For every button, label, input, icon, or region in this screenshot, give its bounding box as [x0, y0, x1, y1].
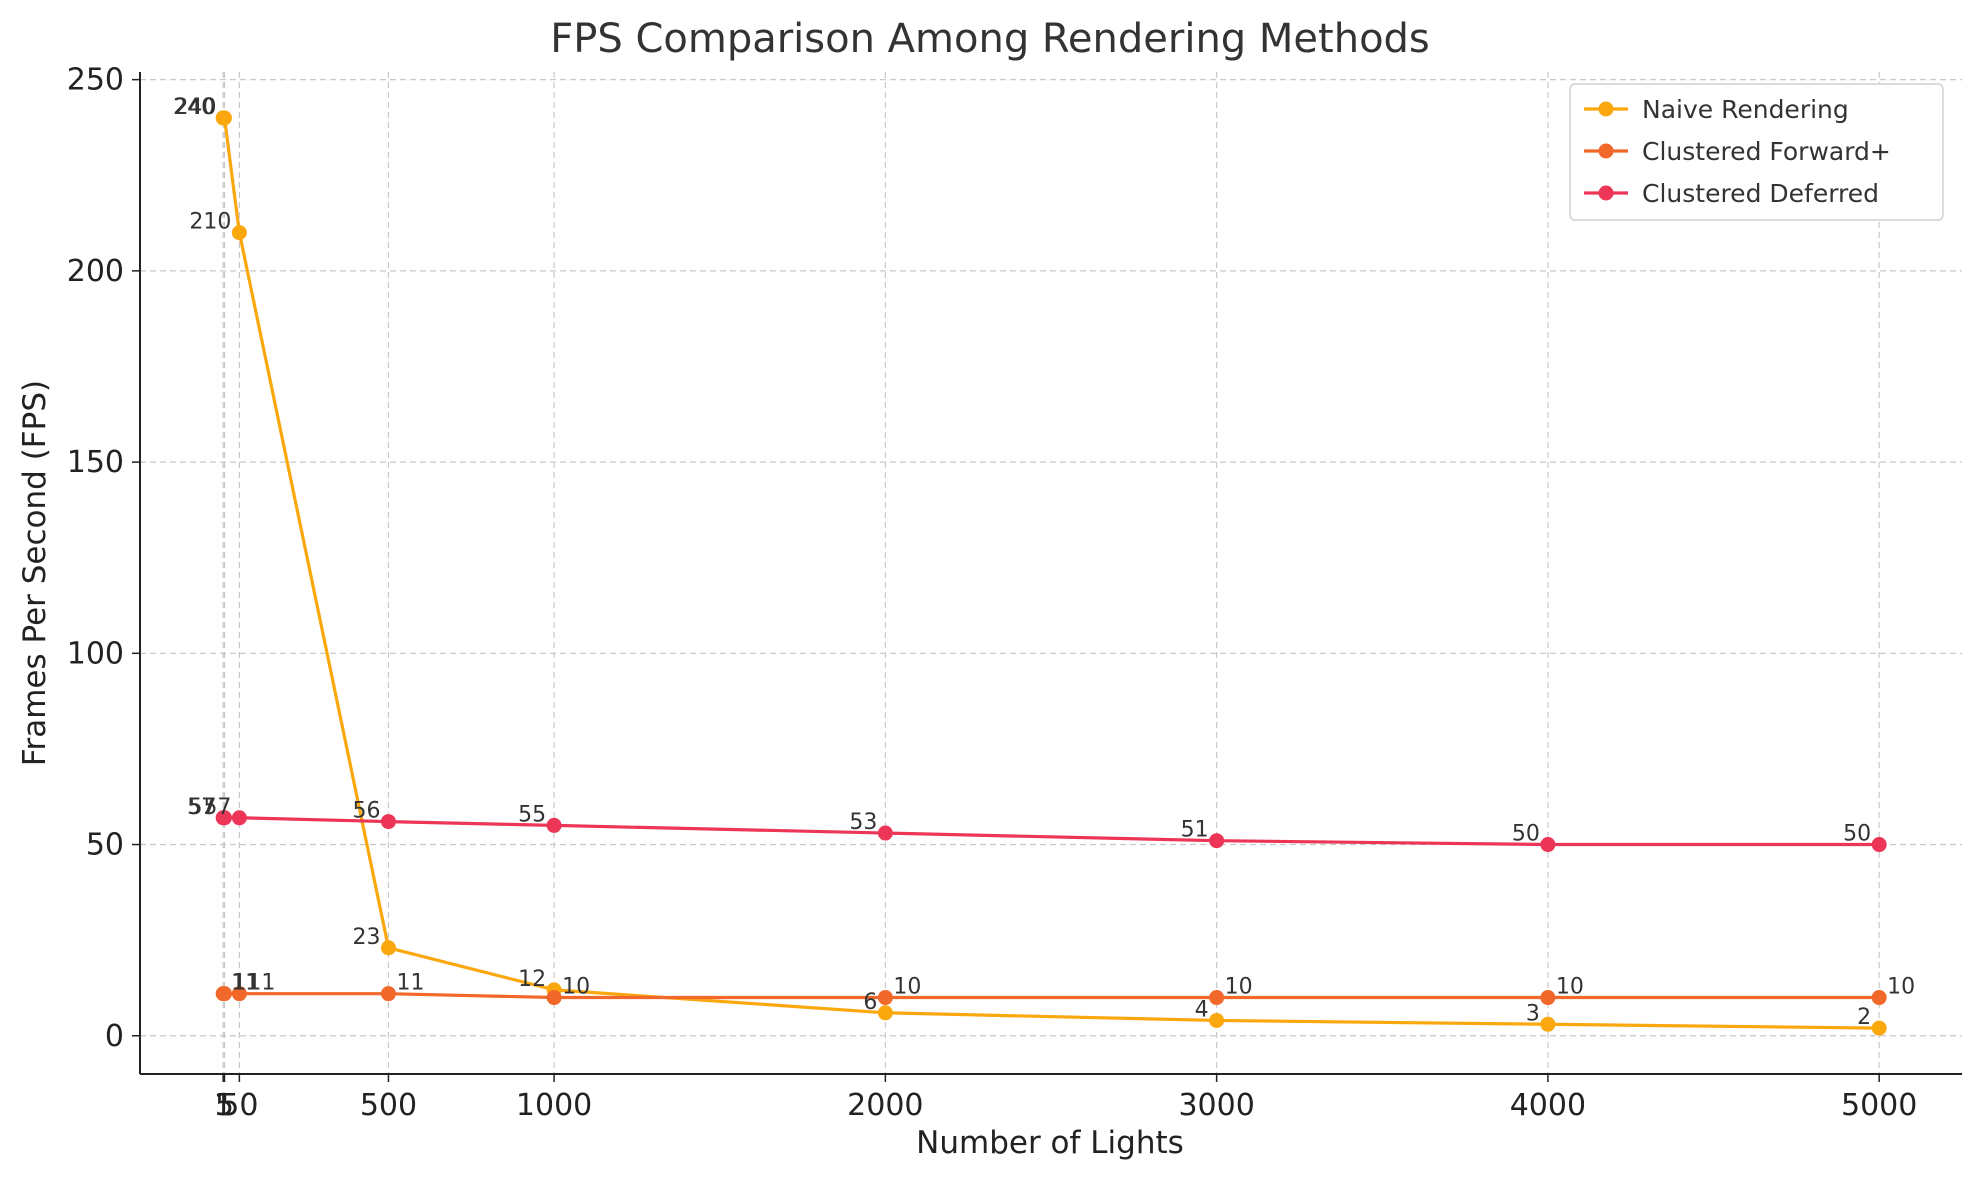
- data-point: [216, 986, 232, 1002]
- data-label: 57: [203, 795, 231, 820]
- data-label: 2: [1857, 1005, 1871, 1030]
- data-label: 53: [849, 810, 877, 835]
- data-label: 12: [518, 967, 546, 992]
- data-label: 240: [174, 95, 216, 120]
- data-label: 10: [562, 975, 590, 1000]
- data-label: 4: [1195, 997, 1209, 1022]
- x-tick-label: 4000: [1510, 1088, 1586, 1123]
- series-line-2: [222, 816, 1880, 847]
- data-label: 11: [231, 971, 259, 996]
- x-tick-label: 50: [220, 1088, 258, 1123]
- data-point: [1209, 990, 1225, 1006]
- chart-title: FPS Comparison Among Rendering Methods: [550, 16, 1430, 62]
- y-tick-label: 50: [86, 828, 124, 863]
- y-axis-label: Frames Per Second (FPS): [17, 380, 53, 766]
- legend-entry: Naive Rendering: [1642, 95, 1849, 124]
- data-label: 55: [518, 802, 546, 827]
- y-tick-label: 250: [67, 63, 124, 98]
- data-label: 240: [173, 95, 215, 120]
- y-tick-label: 200: [67, 254, 124, 289]
- data-point: [877, 1005, 893, 1021]
- data-label: 57: [187, 795, 215, 820]
- legend-entry: Clustered Forward+: [1642, 137, 1891, 166]
- data-label: 6: [863, 990, 877, 1015]
- x-tick-label: 5000: [1841, 1088, 1917, 1123]
- data-label: 51: [1181, 818, 1209, 843]
- data-point: [1209, 833, 1225, 849]
- data-label: 10: [1887, 975, 1915, 1000]
- data-label: 3: [1526, 1001, 1540, 1026]
- data-point: [1871, 837, 1887, 853]
- y-tick-label: 0: [105, 1019, 124, 1054]
- y-tick-label: 150: [67, 445, 124, 480]
- data-point: [1871, 990, 1887, 1006]
- data-label: 210: [189, 210, 231, 235]
- data-point: [877, 990, 893, 1006]
- data-label: 50: [1512, 822, 1540, 847]
- x-tick-label: 2000: [847, 1088, 923, 1123]
- data-label: 23: [352, 925, 380, 950]
- data-point: [877, 825, 893, 841]
- series-line-1: [222, 992, 1880, 1000]
- x-axis-label: Number of Lights: [916, 1125, 1184, 1161]
- data-label: 10: [1225, 975, 1253, 1000]
- data-point: [380, 986, 396, 1002]
- data-point: [1209, 1012, 1225, 1028]
- data-point: [231, 810, 247, 826]
- grid-layer: [140, 72, 1962, 1074]
- legend-swatch-marker: [1598, 143, 1614, 159]
- data-point: [1540, 837, 1556, 853]
- data-label: 10: [1556, 975, 1584, 1000]
- x-tick-label: 5: [215, 1088, 234, 1123]
- legend-swatch-marker: [1598, 101, 1614, 117]
- data-point: [1540, 990, 1556, 1006]
- data-point: [546, 817, 562, 833]
- data-point: [1871, 1020, 1887, 1036]
- data-point: [231, 225, 247, 241]
- data-point: [546, 990, 562, 1006]
- legend: Naive Rendering Clustered Forward+ Cluster…: [1569, 83, 1944, 221]
- data-point: [380, 940, 396, 956]
- legend-entry: Clustered Deferred: [1642, 179, 1879, 208]
- data-point: [380, 814, 396, 830]
- data-point: [216, 110, 232, 126]
- data-label: 57: [188, 795, 216, 820]
- x-tick-label: 3000: [1178, 1088, 1254, 1123]
- data-point: [1540, 1016, 1556, 1032]
- data-label: 50: [1843, 822, 1871, 847]
- x-tick-label: 1000: [516, 1088, 592, 1123]
- x-tick-label: 1: [214, 1088, 233, 1123]
- data-label: 11: [232, 971, 260, 996]
- x-tick-label: 500: [360, 1088, 417, 1123]
- data-label: 11: [396, 971, 424, 996]
- data-label: 56: [352, 799, 380, 824]
- legend-swatch-marker: [1598, 185, 1614, 201]
- data-label: 10: [893, 975, 921, 1000]
- legend-box: [1569, 83, 1944, 221]
- data-label: 11: [247, 971, 275, 996]
- series-layer: [215, 110, 1887, 1036]
- y-tick-label: 100: [67, 636, 124, 671]
- data-point: [231, 986, 247, 1002]
- data-point: [216, 810, 232, 826]
- series-line-0: [222, 116, 1880, 1030]
